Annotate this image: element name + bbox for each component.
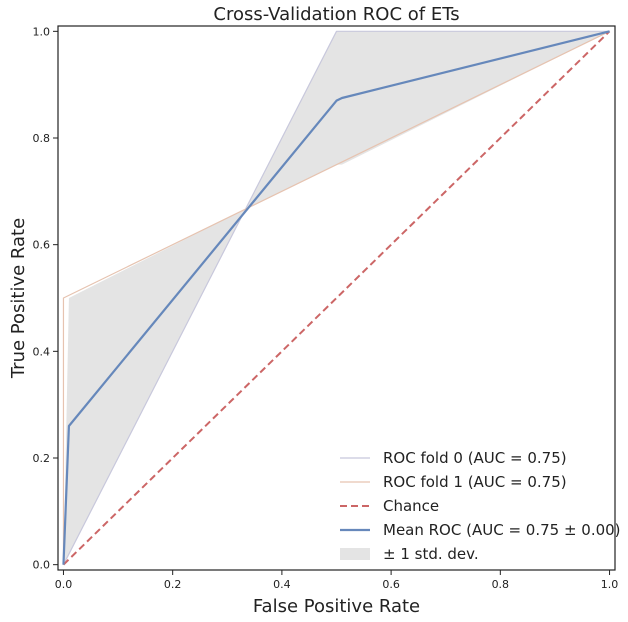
- series-line-0: [62, 30, 610, 565]
- y-tick-label: 0.2: [33, 452, 51, 465]
- legend-label-2: Chance: [383, 497, 439, 515]
- y-tick-label: 1.0: [33, 25, 51, 38]
- x-axis-title: False Positive Rate: [253, 596, 420, 617]
- legend-label-3: Mean ROC (AUC = 0.75 ± 0.00): [383, 521, 621, 539]
- chart-title: Cross-Validation ROC of ETs: [213, 4, 459, 25]
- legend-label-band: ± 1 std. dev.: [383, 545, 479, 563]
- x-tick-label: 0.2: [164, 578, 182, 591]
- series-line-1: [62, 30, 610, 565]
- series-line-3: [62, 30, 610, 565]
- axes-frame: [57, 25, 616, 571]
- std-dev-band: [63, 31, 610, 565]
- y-tick-label: 0.8: [33, 132, 51, 145]
- x-tick-label: 1.0: [601, 578, 619, 591]
- y-axis-title: True Positive Rate: [8, 218, 29, 379]
- legend-label-1: ROC fold 1 (AUC = 0.75): [383, 473, 567, 491]
- y-tick-label: 0.4: [33, 345, 51, 358]
- x-tick-label: 0.4: [273, 578, 291, 591]
- y-tick-label: 0.0: [33, 559, 51, 572]
- legend-swatch-band: [340, 548, 370, 560]
- series-line-2: [62, 30, 611, 566]
- legend-label-0: ROC fold 0 (AUC = 0.75): [383, 449, 567, 467]
- x-tick-label: 0.0: [55, 578, 73, 591]
- x-tick-label: 0.8: [492, 578, 510, 591]
- x-tick-label: 0.6: [382, 578, 400, 591]
- y-tick-label: 0.6: [33, 239, 51, 252]
